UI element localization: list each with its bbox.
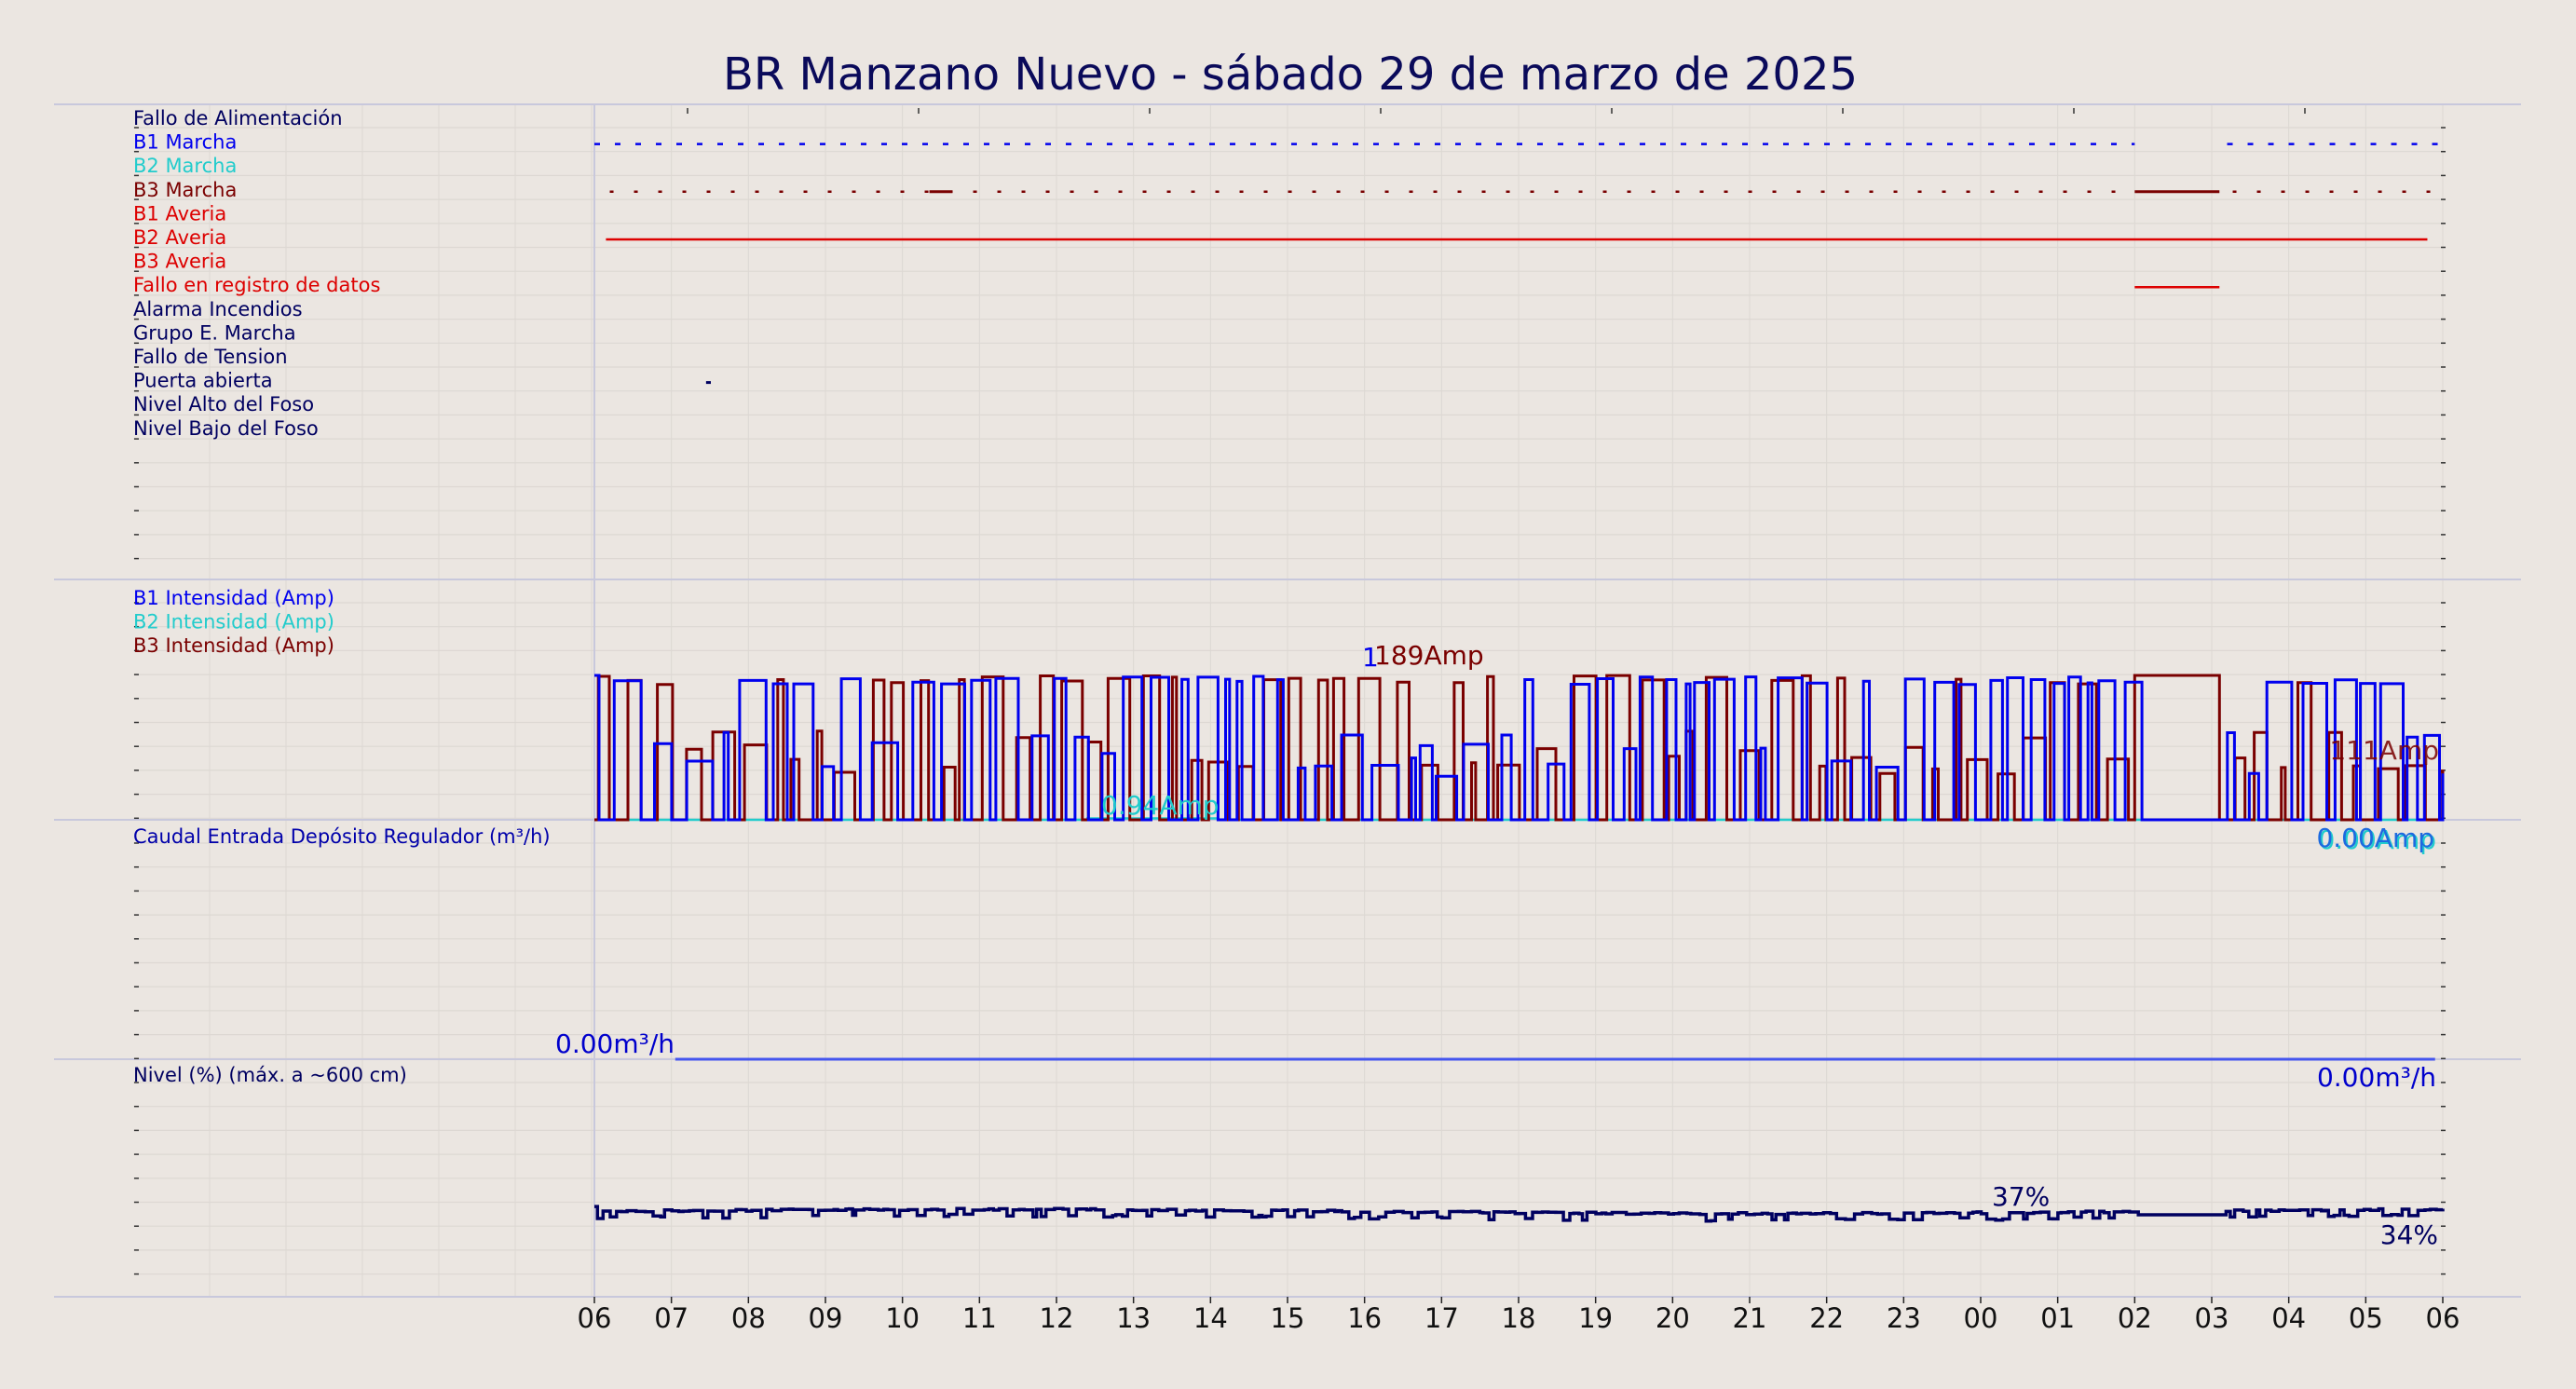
b1-max-label: 1 <box>1362 642 1379 673</box>
b2-value-label: 0.94Amp <box>1101 790 1220 821</box>
b1-intensity-line <box>594 674 2445 822</box>
signal-label: B1 Averia <box>133 202 226 225</box>
series-label: Nivel (%) (máx. a ~600 cm) <box>133 1064 407 1086</box>
b2-last-label: 0.00Amp <box>2318 824 2436 855</box>
series-label: B3 Intensidad (Amp) <box>133 634 334 657</box>
level-panel: Nivel (%) (máx. a ~600 cm) 37% 34% <box>133 1064 2445 1250</box>
signal-label: Alarma Incendios <box>133 298 303 320</box>
x-tick-label: 16 <box>1347 1302 1382 1334</box>
level-max-label: 37% <box>1992 1181 2050 1212</box>
signal-label: Nivel Alto del Foso <box>133 393 314 415</box>
x-tick-label: 02 <box>2118 1302 2152 1334</box>
b1-last-label: 0.00Amp <box>2316 823 2434 853</box>
b3-intensity-line <box>594 674 2445 822</box>
x-tick-label: 11 <box>962 1302 997 1334</box>
flow-last-label: 0.00m³/h <box>2317 1062 2436 1093</box>
x-tick-label: 17 <box>1424 1302 1459 1334</box>
series-label: Caudal Entrada Depósito Regulador (m³/h) <box>133 825 551 848</box>
series-label: B2 Intensidad (Amp) <box>133 611 334 633</box>
x-tick-label: 09 <box>809 1302 843 1334</box>
x-tick-label: 14 <box>1193 1302 1228 1334</box>
x-tick-label: 10 <box>885 1302 920 1334</box>
x-tick-label: 04 <box>2271 1302 2306 1334</box>
x-tick-label: 13 <box>1116 1302 1151 1334</box>
chart-title: BR Manzano Nuevo - sábado 29 de marzo de… <box>723 48 1858 101</box>
level-last-label: 34% <box>2380 1219 2438 1250</box>
x-tick-label: 01 <box>2040 1302 2075 1334</box>
x-tick-label: 07 <box>654 1302 688 1334</box>
signal-label: Grupo E. Marcha <box>133 321 296 344</box>
flow-first-label: 0.00m³/h <box>555 1028 675 1059</box>
signal-label: B2 Averia <box>133 226 226 249</box>
x-tick-label: 15 <box>1271 1302 1305 1334</box>
signal-label: Fallo en registro de datos <box>133 274 380 296</box>
intensity-panel: B1 Intensidad (Amp)B2 Intensidad (Amp)B3… <box>133 587 2445 855</box>
b3-last-label: 111Amp <box>2329 735 2439 766</box>
x-tick-label: 23 <box>1887 1302 1921 1334</box>
x-tick-label: 06 <box>578 1302 612 1334</box>
level-line <box>594 1205 2445 1223</box>
signal-label: B2 Marcha <box>133 155 237 177</box>
b3-max-label: 189Amp <box>1374 640 1484 671</box>
signal-label: B3 Marcha <box>133 179 237 201</box>
series-label: B1 Intensidad (Amp) <box>133 587 334 609</box>
flow-panel: Caudal Entrada Depósito Regulador (m³/h)… <box>133 825 2436 1093</box>
x-tick-label: 12 <box>1040 1302 1074 1334</box>
x-tick-label: 20 <box>1656 1302 1690 1334</box>
signal-label: B3 Averia <box>133 251 226 273</box>
signal-label: Nivel Bajo del Foso <box>133 417 319 440</box>
signal-label: B1 Marcha <box>133 131 237 154</box>
x-tick-label: 21 <box>1733 1302 1767 1334</box>
x-tick-label: 05 <box>2349 1302 2383 1334</box>
x-tick-label: 08 <box>731 1302 766 1334</box>
x-tick-label: 22 <box>1809 1302 1844 1334</box>
x-tick-label: 19 <box>1578 1302 1613 1334</box>
x-tick-label: 00 <box>1964 1302 1998 1334</box>
signal-label: Fallo de Tension <box>133 346 288 368</box>
x-tick-label: 03 <box>2195 1302 2229 1334</box>
x-axis: 06 07 08 09 10 11 12 13 14 15 16 17 18 19 20 21 22 23 00 01… <box>578 1297 2460 1334</box>
signal-label: Puerta abierta <box>133 370 273 392</box>
x-tick-label: 18 <box>1502 1302 1536 1334</box>
x-tick-label: 06 <box>2426 1302 2460 1334</box>
signal-label: Fallo de Alimentación <box>133 107 343 129</box>
